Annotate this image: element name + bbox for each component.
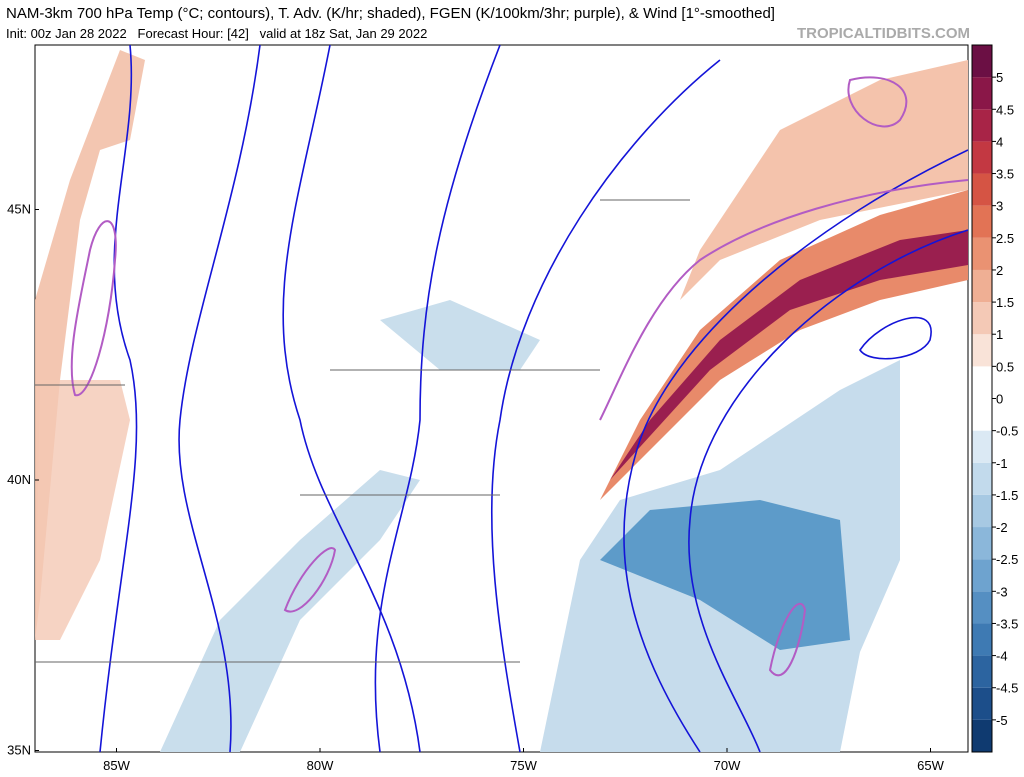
colorbar-label: -1: [996, 456, 1008, 471]
colorbar-label: 2.5: [996, 231, 1014, 246]
colorbar-swatch: [972, 334, 992, 367]
colorbar-swatch: [972, 237, 992, 270]
colorbar-swatch: [972, 687, 992, 720]
colorbar-label: -2.5: [996, 552, 1018, 567]
colorbar-label: 0.5: [996, 359, 1014, 374]
colorbar-swatch: [972, 109, 992, 142]
lat-label: 35N: [7, 743, 31, 758]
colorbar-swatch: [972, 302, 992, 335]
colorbar-swatch: [972, 45, 992, 78]
colorbar-swatch: [972, 559, 992, 592]
colorbar-swatch: [972, 77, 992, 110]
lon-label: 65W: [917, 758, 944, 772]
colorbar-label: 4: [996, 134, 1003, 149]
colorbar-label: -3.5: [996, 616, 1018, 631]
map: [34, 44, 969, 753]
lat-label: 40N: [7, 472, 31, 487]
colorbar-swatch: [972, 591, 992, 624]
colorbar-label: 2: [996, 263, 1003, 278]
title: NAM-3km 700 hPa Temp (°C; contours), T. …: [6, 5, 775, 22]
colorbar-label: 0: [996, 392, 1003, 407]
lon-label: 85W: [103, 758, 130, 772]
colorbar-swatch: [972, 623, 992, 656]
colorbar-swatch: [972, 269, 992, 303]
colorbar-swatch: [972, 527, 992, 560]
colorbar-label: -5: [996, 713, 1008, 728]
colorbar-label: -4.5: [996, 681, 1018, 696]
colorbar-label: -0.5: [996, 424, 1018, 439]
watermark: TROPICALTIDBITS.COM: [797, 25, 970, 42]
colorbar-label: -3: [996, 584, 1008, 599]
colorbar-swatch: [972, 366, 992, 399]
colorbar-swatch: [972, 173, 992, 206]
colorbar-swatch: [972, 205, 992, 238]
lon-label: 80W: [307, 758, 334, 772]
colorbar-label: 3: [996, 199, 1003, 214]
lon-label: 75W: [510, 758, 537, 772]
colorbar-swatch: [972, 141, 992, 174]
subtitle: Init: 00z Jan 28 2022 Forecast Hour: [42…: [6, 26, 427, 41]
lon-label: 70W: [714, 758, 741, 772]
colorbar-label: -1.5: [996, 488, 1018, 503]
colorbar-label: 1.5: [996, 295, 1014, 310]
colorbar-label: -2: [996, 520, 1008, 535]
lat-label: 45N: [7, 202, 31, 217]
colorbar-label: 1: [996, 327, 1003, 342]
colorbar-label: 5: [996, 70, 1003, 85]
colorbar-swatch: [972, 719, 992, 752]
colorbar-label: 3.5: [996, 167, 1014, 182]
colorbar-swatch: [972, 462, 992, 495]
colorbar-swatch: [972, 430, 992, 463]
colorbar-swatch: [972, 494, 992, 528]
colorbar-swatch: [972, 398, 992, 431]
colorbar-label: -4: [996, 649, 1008, 664]
colorbar-swatch: [972, 655, 992, 688]
colorbar-label: 4.5: [996, 102, 1014, 117]
